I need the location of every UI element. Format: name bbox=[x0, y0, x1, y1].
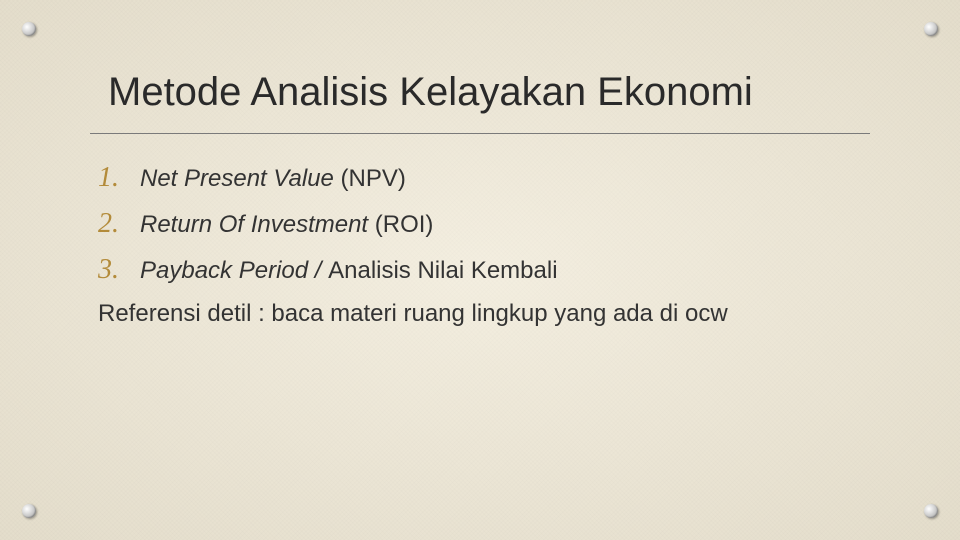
list-item: 1. Net Present Value (NPV) bbox=[98, 162, 870, 194]
list-text-plain: (ROI) bbox=[368, 211, 433, 238]
list-text-italic: Net Present Value bbox=[140, 165, 334, 192]
corner-rivet-tr bbox=[924, 22, 938, 36]
corner-rivet-bl bbox=[22, 504, 36, 518]
list-text-italic: Payback Period / bbox=[140, 257, 328, 284]
list-text-italic: Return Of Investment bbox=[140, 211, 368, 238]
list-item: 3. Payback Period / Analisis Nilai Kemba… bbox=[98, 254, 870, 286]
method-list: 1. Net Present Value (NPV) 2. Return Of … bbox=[98, 162, 870, 286]
list-text: Net Present Value (NPV) bbox=[140, 165, 406, 193]
list-text: Payback Period / Analisis Nilai Kembali bbox=[140, 257, 558, 285]
corner-rivet-tl bbox=[22, 22, 36, 36]
reference-text: Referensi detil : baca materi ruang ling… bbox=[98, 300, 870, 328]
corner-rivet-br bbox=[924, 504, 938, 518]
list-item: 2. Return Of Investment (ROI) bbox=[98, 208, 870, 240]
list-text-plain: Analisis Nilai Kembali bbox=[328, 257, 557, 284]
list-text-plain: (NPV) bbox=[334, 165, 406, 192]
slide: Metode Analisis Kelayakan Ekonomi 1. Net… bbox=[0, 0, 960, 540]
list-number: 2. bbox=[98, 208, 132, 240]
list-text: Return Of Investment (ROI) bbox=[140, 211, 433, 239]
slide-title: Metode Analisis Kelayakan Ekonomi bbox=[108, 70, 870, 115]
title-divider bbox=[90, 133, 870, 134]
list-number: 1. bbox=[98, 162, 132, 194]
list-number: 3. bbox=[98, 254, 132, 286]
